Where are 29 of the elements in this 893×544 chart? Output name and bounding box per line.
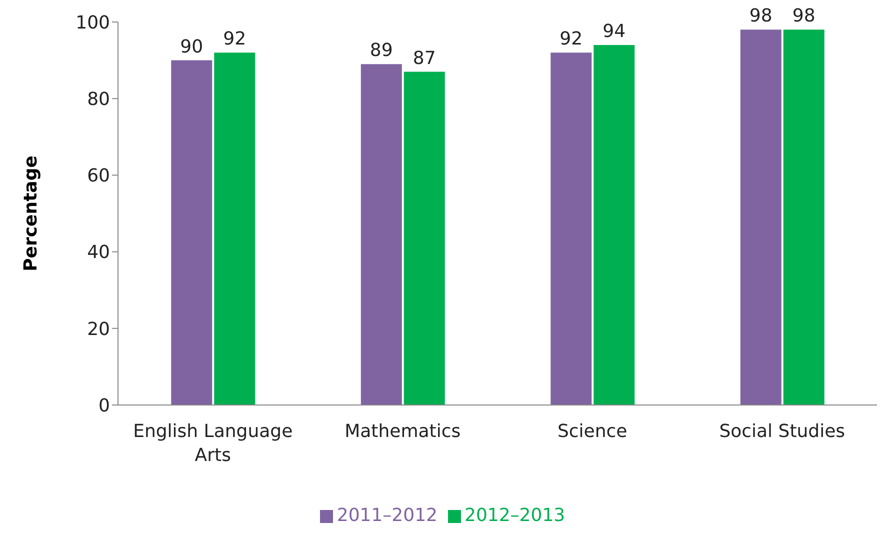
y-tick-label: 100 (76, 12, 110, 34)
bar (594, 44, 635, 405)
bar (783, 30, 824, 405)
bar (171, 60, 212, 405)
y-tick-label: 0 (98, 395, 110, 416)
x-tick-label: English Language Arts (133, 421, 293, 466)
data-label: 94 (602, 20, 626, 42)
x-tick-label: Mathematics (344, 421, 461, 442)
y-axis-title: Percentage (20, 156, 42, 272)
data-label: 98 (792, 6, 816, 27)
bar (550, 52, 592, 405)
data-label: 89 (370, 40, 393, 62)
bar (404, 72, 445, 405)
legend-label: 2011–2012 (336, 505, 438, 526)
data-label: 92 (223, 28, 246, 50)
y-tick-label: 20 (87, 318, 110, 340)
y-tick-label: 40 (87, 242, 110, 264)
data-label: 87 (412, 48, 436, 69)
bar (214, 52, 256, 405)
data-label: 90 (180, 36, 204, 58)
y-tick-label: 80 (87, 88, 110, 110)
data-label: 92 (560, 28, 583, 50)
bar (360, 64, 402, 405)
x-tick-label: Social Studies (719, 421, 846, 442)
legend-label: 2012–2013 (464, 505, 566, 526)
y-tick-label: 60 (87, 166, 110, 187)
x-tick-label: Science (557, 421, 628, 442)
bar (740, 30, 782, 405)
data-label: 98 (749, 6, 772, 27)
